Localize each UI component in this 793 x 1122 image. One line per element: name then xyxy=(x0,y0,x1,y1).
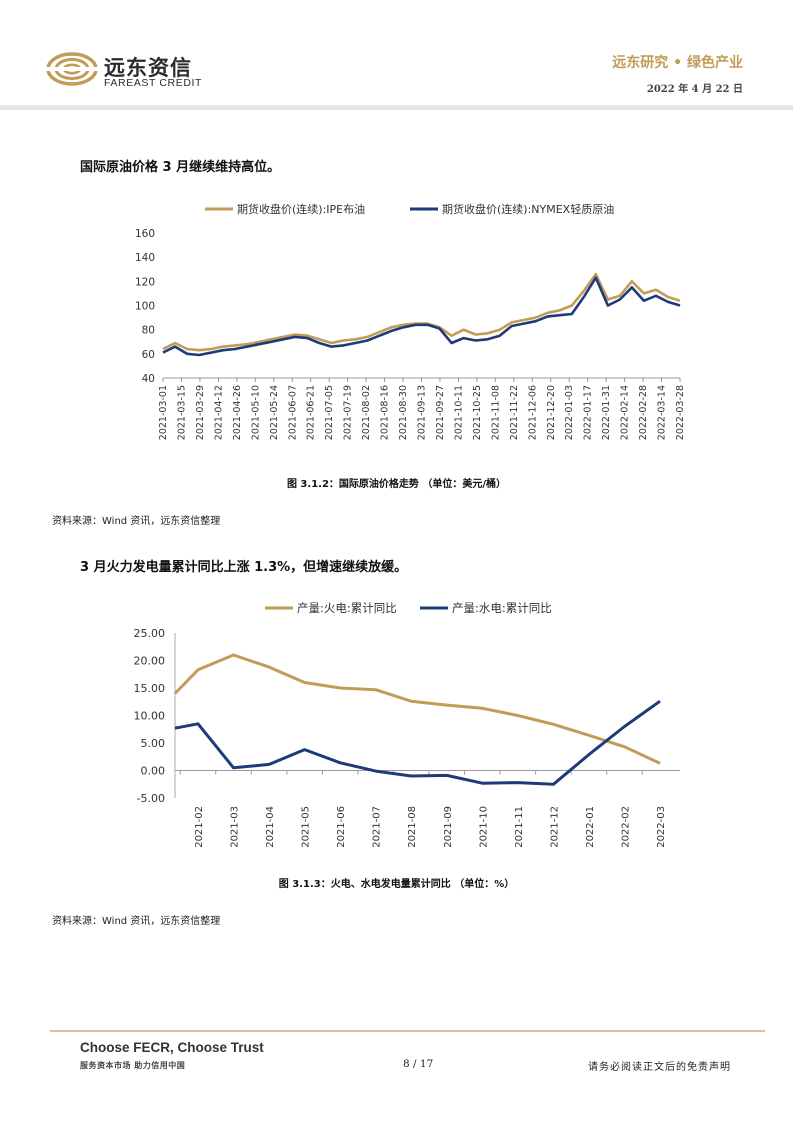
x-tick-label-7: 2021-06-07 xyxy=(287,385,298,440)
disclaimer-note: 请务必阅读正文后的免责声明 xyxy=(588,1062,731,1073)
x-tick-label-5: 2021-05-10 xyxy=(250,385,261,440)
figure-caption-oil: 图 3.1.2：国际原油价格走势 （单位：美元/桶） xyxy=(286,479,507,490)
x-tick-label-17: 2021-10-25 xyxy=(472,385,483,440)
header-rule xyxy=(0,105,793,110)
report-brand: 远东研究 • 绿色产业 xyxy=(612,55,743,71)
figure-caption-power: 图 3.1.3：火电、水电发电量累计同比 （单位：%） xyxy=(278,879,515,890)
y-tick-label-3: 10.00 xyxy=(134,710,166,723)
y-tick-label-5: 140 xyxy=(135,252,155,264)
x-tick-label-15: 2021-09-27 xyxy=(435,385,446,440)
x-tick-label-9: 2021-07-05 xyxy=(324,385,335,440)
y-tick-label-2: 5.00 xyxy=(141,737,166,750)
x-tick-label-4: 2021-06 xyxy=(336,806,347,848)
x-tick-label-24: 2022-01-31 xyxy=(601,385,612,440)
source-note-oil: 资料来源：Wind 资讯，远东资信整理 xyxy=(52,516,221,527)
x-tick-label-14: 2021-09-13 xyxy=(417,385,428,440)
x-tick-label-11: 2022-01 xyxy=(585,806,596,848)
series-line-thermal xyxy=(173,653,661,765)
x-tick-label-28: 2022-03-28 xyxy=(675,385,686,440)
x-tick-label-22: 2022-01-03 xyxy=(564,385,575,440)
x-tick-label-5: 2021-07 xyxy=(372,806,383,848)
x-tick-label-11: 2021-08-02 xyxy=(361,385,372,440)
section-heading-oil: 国际原油价格 3 月继续维持高位。 xyxy=(80,160,281,175)
y-tick-label-4: 15.00 xyxy=(134,682,166,695)
legend-label-1: 期货收盘价(连续):NYMEX轻质原油 xyxy=(442,202,614,216)
x-tick-label-1: 2021-03 xyxy=(230,806,241,848)
x-tick-label-8: 2021-06-21 xyxy=(306,385,317,440)
x-tick-label-19: 2021-11-22 xyxy=(509,385,520,440)
y-tick-label-0: 40 xyxy=(142,373,155,385)
x-tick-label-8: 2021-10 xyxy=(478,806,489,848)
x-tick-label-20: 2021-12-06 xyxy=(527,385,538,440)
x-tick-label-3: 2021-05 xyxy=(301,806,312,848)
x-tick-label-10: 2021-07-19 xyxy=(343,385,354,440)
x-tick-label-18: 2021-11-08 xyxy=(490,385,501,440)
series-line-hydro xyxy=(174,699,661,786)
x-tick-label-21: 2021-12-20 xyxy=(546,385,557,440)
y-tick-label-3: 100 xyxy=(135,301,155,313)
footer-rule xyxy=(50,1030,765,1032)
series-line-wti xyxy=(162,276,681,357)
y-tick-label-1: 60 xyxy=(142,349,155,361)
x-tick-label-6: 2021-05-24 xyxy=(269,385,280,440)
y-tick-label-2: 80 xyxy=(142,325,155,337)
x-tick-label-13: 2021-08-30 xyxy=(398,385,409,440)
x-tick-label-25: 2022-02-14 xyxy=(620,385,631,440)
x-tick-label-6: 2021-08 xyxy=(407,806,418,848)
fareast-logo-icon xyxy=(46,52,98,86)
footer-slogan-en: Choose FECR, Choose Trust xyxy=(80,1040,264,1055)
x-tick-label-4: 2021-04-26 xyxy=(232,385,243,440)
report-date: 2022 年 4 月 22 日 xyxy=(646,84,743,95)
legend-label-0: 期货收盘价(连续):IPE布油 xyxy=(237,202,365,216)
x-tick-label-2: 2021-03-29 xyxy=(195,385,206,440)
y-tick-label-5: 20.00 xyxy=(134,655,166,668)
source-note-power: 资料来源：Wind 资讯，远东资信整理 xyxy=(52,916,221,927)
x-tick-label-7: 2021-09 xyxy=(443,806,454,848)
x-tick-label-9: 2021-11 xyxy=(514,806,525,848)
x-tick-label-2: 2021-04 xyxy=(265,806,276,848)
legend-label-1: 产量:水电:累计同比 xyxy=(452,601,552,615)
x-tick-label-26: 2022-02-28 xyxy=(638,385,649,440)
logo-name-cn: 远东资信 xyxy=(104,56,192,80)
power-generation-chart: -5.00 0.00 5.00 10.00 15.00 20.00 25.00 2021-02… xyxy=(134,601,680,848)
footer-slogan-cn: 服务资本市场 助力信用中国 xyxy=(80,1061,186,1070)
x-tick-label-23: 2022-01-17 xyxy=(583,385,594,440)
x-tick-label-0: 2021-02 xyxy=(194,806,205,848)
header: 远东资信 FAREAST CREDIT 远东研究 • 绿色产业 2022 年 4… xyxy=(0,0,793,110)
y-tick-label-4: 120 xyxy=(135,276,155,288)
x-tick-label-1: 2021-03-15 xyxy=(176,385,187,440)
series-line-brent xyxy=(162,272,681,352)
y-tick-label-6: 25.00 xyxy=(134,627,166,640)
logo-name-en: FAREAST CREDIT xyxy=(104,77,203,89)
oil-price-chart: 40 60 80 100 120 140 160 2021-03-01 2021-03-15 20… xyxy=(135,202,686,440)
x-tick-label-13: 2022-03 xyxy=(656,806,667,848)
x-tick-label-10: 2021-12 xyxy=(549,806,560,848)
x-tick-label-16: 2021-10-11 xyxy=(453,385,464,440)
legend-label-0: 产量:火电:累计同比 xyxy=(297,601,397,615)
x-tick-label-12: 2021-08-16 xyxy=(380,385,391,440)
section-heading-power: 3 月火力发电量累计同比上涨 1.3%，但增速继续放缓。 xyxy=(80,560,408,575)
x-tick-label-0: 2021-03-01 xyxy=(158,385,169,440)
page-number: 8 / 17 xyxy=(403,1058,434,1070)
y-tick-label-6: 160 xyxy=(135,228,155,240)
x-tick-label-27: 2022-03-14 xyxy=(657,385,668,440)
y-tick-label-1: 0.00 xyxy=(141,765,166,778)
x-tick-label-3: 2021-04-12 xyxy=(213,385,224,440)
y-tick-label-0: -5.00 xyxy=(137,792,165,805)
x-tick-label-12: 2022-02 xyxy=(620,806,631,848)
